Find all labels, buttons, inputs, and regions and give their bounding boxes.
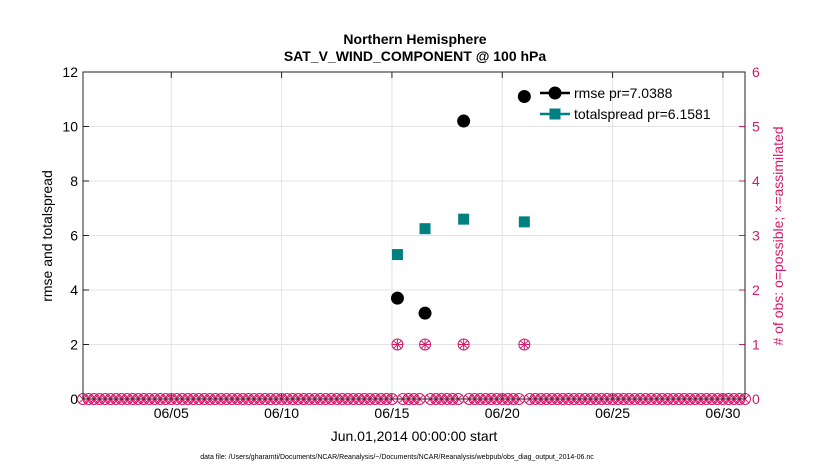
x-axis-label: Jun.01,2014 00:00:00 start: [331, 428, 498, 444]
obs-assimilated-marker: [419, 339, 431, 350]
y2-tick-label: 3: [752, 228, 760, 244]
totalspread-point: [518, 216, 530, 228]
y-tick-label: 0: [70, 391, 78, 407]
totalspread-point: [391, 249, 403, 261]
x-tick-label: 06/05: [154, 405, 189, 421]
rmse-point: [418, 306, 432, 320]
rmse-point: [390, 291, 404, 305]
y2-tick-label: 4: [752, 173, 760, 189]
y2-tick-label: 6: [752, 64, 760, 80]
y2-tick-label: 2: [752, 282, 760, 298]
totalspread-point: [458, 213, 470, 225]
y2-tick-label: 0: [752, 391, 760, 407]
y-tick-label: 8: [70, 173, 78, 189]
obs-assimilated-marker: [518, 339, 530, 350]
y-tick-label: 2: [70, 337, 78, 353]
y-tick-label: 4: [70, 282, 78, 298]
x-tick-label: 06/15: [374, 405, 409, 421]
legend-label-totalspread: totalspread pr=6.1581: [574, 106, 711, 122]
obs-assimilated-marker: [391, 339, 403, 350]
x-tick-label: 06/20: [485, 405, 520, 421]
rmse-point: [457, 114, 471, 128]
y2-tick-label: 5: [752, 119, 760, 135]
plot-area: 06/05 06/10 06/15 06/20 06/25 06/300246810120…: [62, 64, 760, 421]
data-file-footnote: data file: /Users/gharamti/Documents/NCA…: [200, 454, 594, 461]
y2-tick-label: 1: [752, 337, 760, 353]
y-axis-label: rmse and totalspread: [39, 170, 55, 302]
data-series: [390, 90, 531, 320]
legend-label-rmse: rmse pr=7.0388: [574, 85, 673, 101]
x-tick-label: 06/10: [264, 405, 299, 421]
x-tick-label: 06/25: [595, 405, 630, 421]
rmse-point: [517, 90, 531, 104]
y-tick-label: 10: [62, 119, 78, 135]
x-tick-label: 06/30: [705, 405, 740, 421]
chart-title: Northern Hemisphere: [343, 31, 486, 47]
legend: rmse pr=7.0388 totalspread pr=6.1581: [540, 85, 711, 122]
legend-marker-totalspread: [549, 108, 561, 120]
y-tick-label: 6: [70, 228, 78, 244]
y-tick-label: 12: [62, 64, 78, 80]
legend-marker-rmse: [548, 86, 562, 100]
chart-subtitle: SAT_V_WIND_COMPONENT @ 100 hPa: [284, 48, 547, 64]
grid-lines: [83, 72, 745, 399]
plot-frame: [82, 71, 746, 400]
y2-axis-label: # of obs: o=possible; ×=assimilated: [770, 126, 786, 345]
axes: 06/05 06/10 06/15 06/20 06/25 06/300246810120…: [62, 64, 760, 421]
obs-assimilated-marker: [458, 339, 470, 350]
totalspread-point: [419, 223, 431, 235]
